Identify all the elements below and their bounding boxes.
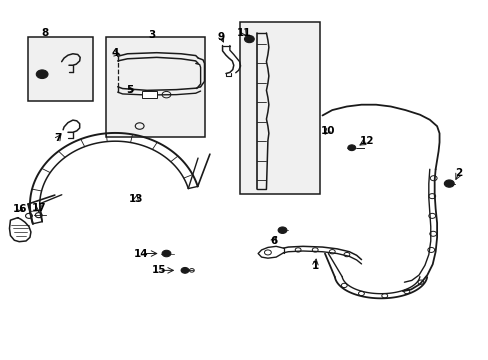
Text: 2: 2 <box>454 168 462 178</box>
Text: 10: 10 <box>321 126 335 135</box>
Bar <box>239 22 320 194</box>
Text: 1: 1 <box>311 261 318 271</box>
Circle shape <box>36 70 48 78</box>
Text: 7: 7 <box>55 134 62 143</box>
Text: 3: 3 <box>148 30 155 40</box>
Text: 13: 13 <box>129 194 143 204</box>
Circle shape <box>444 180 453 187</box>
Circle shape <box>162 250 170 257</box>
Text: 4: 4 <box>111 48 118 58</box>
Bar <box>27 37 93 101</box>
Text: 11: 11 <box>237 28 251 38</box>
Circle shape <box>347 145 355 150</box>
Text: 16: 16 <box>13 204 27 214</box>
Circle shape <box>181 267 188 273</box>
Text: 17: 17 <box>31 203 46 213</box>
Text: 6: 6 <box>269 236 277 246</box>
Bar <box>105 37 205 137</box>
Circle shape <box>244 36 254 42</box>
Circle shape <box>278 227 286 233</box>
Text: 15: 15 <box>152 265 166 275</box>
Text: 9: 9 <box>217 32 224 41</box>
Text: 12: 12 <box>359 136 374 145</box>
Text: 5: 5 <box>126 85 133 95</box>
Text: 8: 8 <box>41 28 48 38</box>
Text: 14: 14 <box>134 248 148 258</box>
Bar <box>142 91 157 98</box>
